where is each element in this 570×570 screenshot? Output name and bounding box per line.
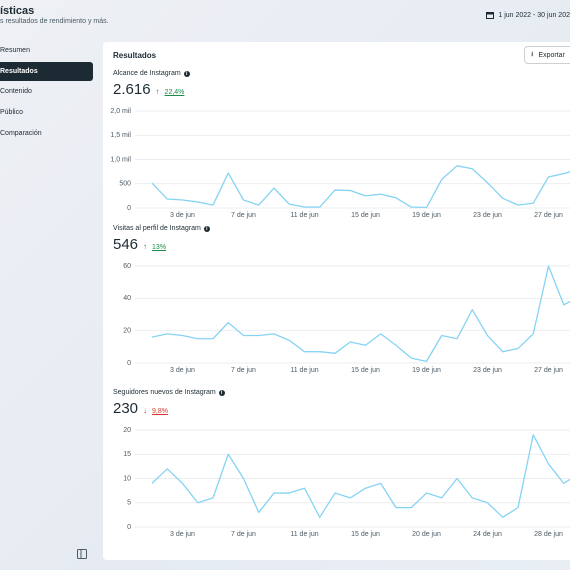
trend-arrow: ↑ xyxy=(143,242,148,251)
total-value: 546 xyxy=(113,236,139,253)
change-value: 22,4% xyxy=(164,89,185,96)
results-panel xyxy=(103,42,570,560)
y-tick-label: 40 xyxy=(123,295,131,302)
y-tick-label: 5 xyxy=(127,500,131,507)
x-tick-label: 15 de jun xyxy=(351,212,380,219)
x-tick-label: 28 de jun xyxy=(534,531,563,538)
x-tick-label: 20 de jun xyxy=(412,531,441,538)
y-tick-label: 1,0 mil xyxy=(110,156,131,163)
x-tick-label: 27 de jun xyxy=(534,367,563,374)
chart-total: 2.616 ↑ 22,4% xyxy=(113,81,184,98)
info-icon: i xyxy=(183,70,190,77)
info-icon: i xyxy=(218,389,225,396)
chart-total: 546 ↑ 13% xyxy=(113,236,166,253)
y-tick-label: 10 xyxy=(123,475,131,482)
total-value: 230 xyxy=(113,400,139,417)
x-tick-label: 3 de jun xyxy=(170,212,195,219)
x-tick-label: 15 de jun xyxy=(351,531,380,538)
y-tick-label: 0 xyxy=(127,205,131,212)
nav-item[interactable]: Resumen xyxy=(0,47,30,54)
x-tick-label: 7 de jun xyxy=(231,367,256,374)
x-tick-label: 23 de jun xyxy=(473,212,502,219)
data-line xyxy=(151,165,570,209)
trend-arrow: ↑ xyxy=(155,87,160,96)
x-tick-label: 11 de jun xyxy=(290,531,318,538)
y-tick-label: 500 xyxy=(119,181,131,188)
y-tick-label: 2,0 mil xyxy=(110,108,131,115)
info-icon: i xyxy=(203,225,210,232)
y-tick-label: 20 xyxy=(123,427,131,434)
x-tick-label: 19 de jun xyxy=(412,212,441,219)
data-line xyxy=(151,434,570,518)
download-icon: ⭳ xyxy=(531,50,534,58)
x-tick-label: 3 de jun xyxy=(170,367,195,374)
nav-item[interactable]: Resultados xyxy=(0,61,93,81)
nav-item[interactable]: Público xyxy=(0,109,23,117)
x-tick-label: 3 de jun xyxy=(170,531,195,538)
y-tick-label: 0 xyxy=(127,360,131,367)
chart-title-text: Alcance de Instagram xyxy=(113,70,181,77)
chart-title: Seguidores nuevos de Instagram i xyxy=(113,389,225,396)
x-tick-label: 24 de jun xyxy=(473,531,502,538)
chart-title: Alcance de Instagram i xyxy=(113,70,190,77)
x-tick-label: 27 de jun xyxy=(534,212,563,219)
page-subtitle: s resultados de rendimiento y más. xyxy=(0,18,109,25)
panel-title: Resultados xyxy=(113,51,157,60)
change-value: 9,8% xyxy=(152,408,168,415)
x-tick-label: 11 de jun xyxy=(290,367,318,374)
nav-item[interactable]: Comparación xyxy=(0,129,42,137)
y-tick-label: 0 xyxy=(127,524,131,531)
export-label: Exportar xyxy=(538,51,565,59)
date-range[interactable]: 1 jun 2022 - 30 jun 202 xyxy=(486,11,570,19)
x-tick-label: 23 de jun xyxy=(473,367,502,374)
trend-arrow: ↓ xyxy=(143,406,148,415)
chart-title-text: Seguidores nuevos de Instagram xyxy=(113,389,216,396)
export-button[interactable]: ⭳ Exportar xyxy=(524,46,570,64)
y-tick-label: 20 xyxy=(123,328,131,335)
y-tick-label: 1,5 mil xyxy=(110,132,131,139)
y-tick-label: 60 xyxy=(123,263,131,270)
x-tick-label: 7 de jun xyxy=(231,531,256,538)
date-text: 1 jun 2022 - 30 jun 202 xyxy=(498,11,570,19)
data-line xyxy=(151,265,570,363)
chart-total: 230 ↓ 9,8% xyxy=(113,400,168,417)
change-value: 13% xyxy=(152,244,167,251)
x-tick-label: 7 de jun xyxy=(231,212,256,219)
chart-title: Visitas al perfil de Instagram i xyxy=(113,225,210,232)
calendar-icon xyxy=(486,12,495,19)
y-tick-label: 15 xyxy=(123,451,131,458)
x-tick-label: 11 de jun xyxy=(290,212,318,219)
collapse-icon[interactable] xyxy=(77,549,87,559)
total-value: 2.616 xyxy=(113,81,151,98)
x-tick-label: 15 de jun xyxy=(351,367,380,374)
nav-item[interactable]: Contenido xyxy=(0,88,32,96)
page-title: ísticas xyxy=(0,5,35,17)
chart-title-text: Visitas al perfil de Instagram xyxy=(113,225,201,232)
x-tick-label: 19 de jun xyxy=(412,367,441,374)
